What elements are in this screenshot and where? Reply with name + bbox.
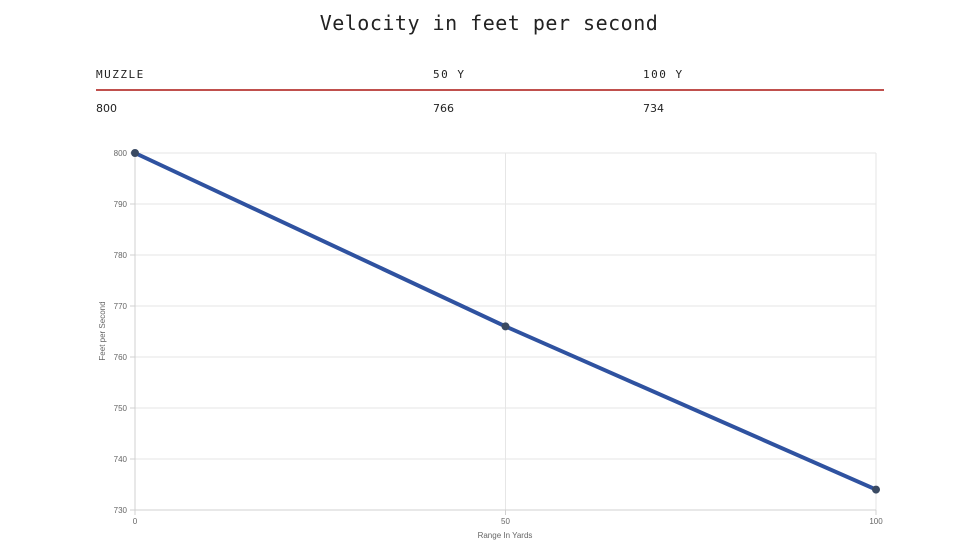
y-tick-label: 780	[114, 251, 128, 260]
header-100y: 100 Y	[643, 68, 684, 81]
velocity-table-header: MUZZLE 50 Y 100 Y	[96, 68, 884, 91]
data-point	[872, 485, 880, 494]
y-tick-label: 760	[114, 353, 128, 362]
x-tick-label: 0	[133, 517, 138, 526]
header-muzzle: MUZZLE	[96, 68, 145, 81]
y-tick-label: 740	[114, 455, 128, 464]
y-tick-label: 790	[114, 200, 128, 209]
value-100y: 734	[643, 102, 664, 115]
x-tick-label: 50	[501, 517, 510, 526]
x-axis-ticks: 0 50 100	[133, 510, 883, 526]
y-tick-label: 730	[114, 506, 128, 515]
data-point	[501, 322, 510, 331]
y-axis-ticks: 730 740 750 760 770 780 790 800	[114, 149, 135, 515]
value-muzzle: 800	[96, 102, 117, 115]
page-title: Velocity in feet per second	[319, 11, 659, 35]
velocity-table-row: 800 766 734	[96, 91, 884, 121]
header-50y: 50 Y	[433, 68, 466, 81]
y-axis-label: Feet per Second	[98, 301, 107, 360]
velocity-table: MUZZLE 50 Y 100 Y 800 766 734	[96, 68, 884, 121]
y-tick-label: 750	[114, 404, 128, 413]
x-tick-label: 100	[869, 517, 883, 526]
y-tick-label: 800	[114, 149, 128, 158]
value-50y: 766	[433, 102, 454, 115]
y-tick-label: 770	[114, 302, 128, 311]
chart-series	[131, 149, 880, 494]
x-axis-label: Range In Yards	[478, 531, 533, 540]
data-point	[131, 149, 139, 157]
